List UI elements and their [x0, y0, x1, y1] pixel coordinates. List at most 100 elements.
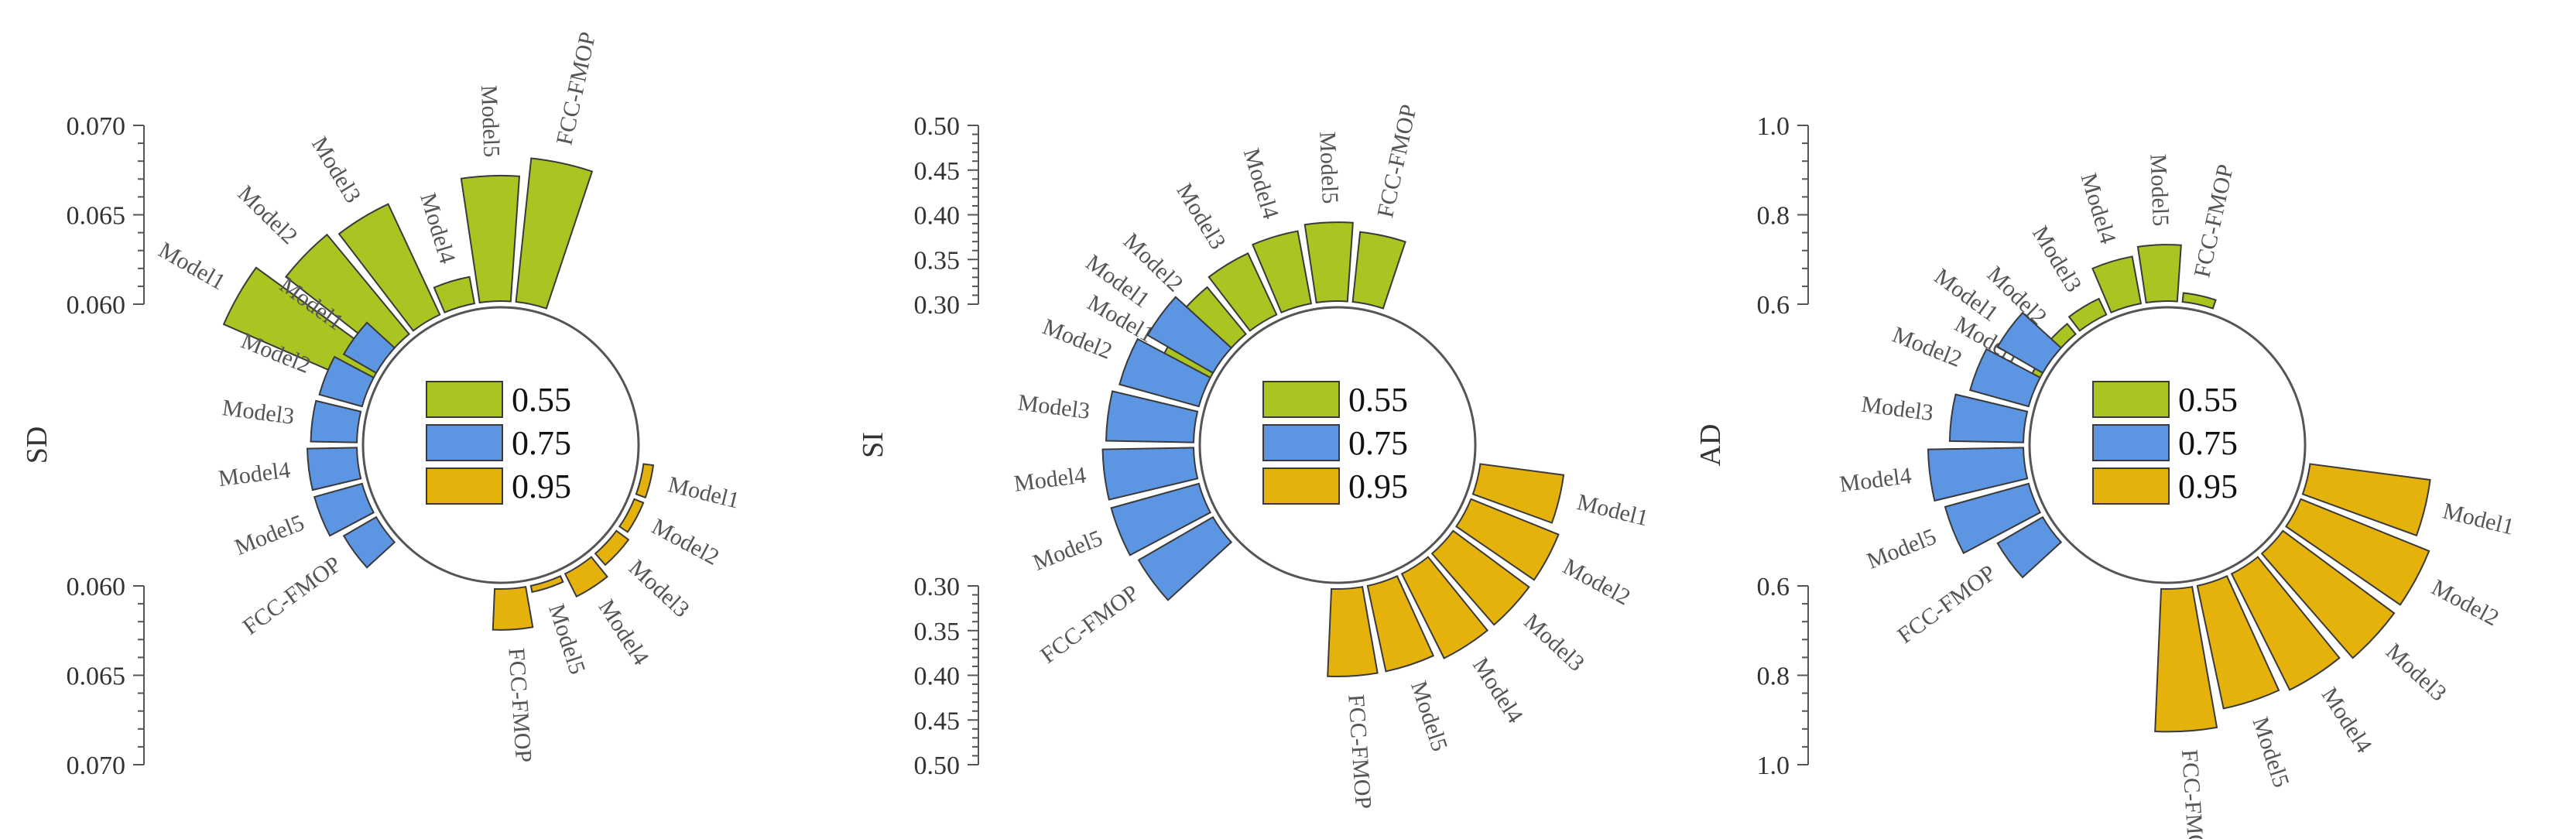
bar-0.75-fcc-fmop	[1137, 515, 1233, 601]
category-label: Model1	[666, 471, 742, 513]
category-label: Model5	[2145, 153, 2174, 227]
category-label: FCC-FMOP	[1036, 580, 1143, 668]
category-label: Model2	[1559, 553, 1635, 610]
category-label: Model3	[1016, 389, 1091, 424]
category-label: Model5	[543, 601, 591, 677]
bar-0.95-model1	[1471, 463, 1565, 524]
legend-swatch-0.55	[426, 381, 503, 418]
bar-0.75-model5	[313, 482, 375, 537]
bar-0.95-fcc-fmop	[492, 586, 534, 631]
category-label: Model3	[1171, 179, 1231, 254]
legend-label: 0.75	[2178, 424, 2238, 462]
category-label: FCC-FMOP	[1893, 560, 2000, 649]
category-label: Model4	[1238, 146, 1283, 222]
legend-swatch-0.55	[1262, 381, 1340, 418]
bar-0.55-fcc-fmop	[1351, 231, 1406, 310]
bar-0.95-model5	[529, 574, 564, 594]
category-label: Model4	[415, 190, 460, 267]
bar-0.95-fcc-fmop	[2154, 586, 2218, 733]
lower-tick-label: 0.8	[1757, 663, 1790, 691]
category-label: Model5	[476, 84, 505, 158]
legend-label: 0.95	[512, 467, 571, 505]
lower-tick-label: 0.6	[1757, 573, 1790, 601]
bar-0.95-model2	[2284, 498, 2430, 606]
bar-0.55-model1	[222, 266, 385, 389]
category-label: Model4	[2076, 170, 2121, 247]
bar-0.55-fcc-fmop	[2181, 292, 2217, 310]
category-label: FCC-FMOP	[2189, 162, 2239, 279]
category-label: Model3	[1519, 608, 1589, 676]
legend-swatch-0.95	[426, 467, 503, 505]
bar-0.75-model1	[1996, 311, 2063, 375]
legend-swatch-0.75	[1262, 424, 1340, 461]
category-label: Model5	[231, 510, 308, 560]
bar-0.95-model3	[2260, 529, 2396, 659]
bar-0.95-model5	[2196, 574, 2280, 710]
legend-swatch-0.55	[2092, 381, 2170, 418]
category-label: Model1	[2441, 498, 2516, 540]
upper-tick-label: 1.0	[1757, 112, 1790, 141]
legend-label: 0.55	[512, 381, 571, 419]
bar-0.95-model2	[1454, 498, 1560, 581]
category-label: Model5	[1863, 524, 1940, 574]
category-label: Model3	[307, 132, 366, 207]
bar-0.55-model5	[2136, 244, 2182, 304]
legend-label: 0.95	[2178, 467, 2238, 505]
upper-tick-label: 0.30	[914, 291, 961, 320]
legend-label: 0.55	[1348, 381, 1408, 419]
upper-tick-label: 0.060	[67, 291, 126, 320]
legend-label: 0.55	[2178, 381, 2238, 419]
upper-tick-label: 0.8	[1757, 202, 1790, 231]
lower-tick-label: 0.065	[67, 663, 126, 691]
category-label: Model4	[2317, 683, 2377, 757]
bar-0.95-model4	[1400, 556, 1489, 659]
bar-0.55-model3	[337, 203, 441, 332]
radial-chart-si: SI 0.50 0.45 0.40 0.35 0.30 0.30 0.35 0.40 0.45 0.…	[857, 102, 1651, 810]
upper-tick-label: 0.40	[914, 202, 961, 231]
bar-0.95-model2	[618, 498, 645, 533]
y-axis-label: AD	[1694, 424, 1727, 467]
category-label: FCC-FMOP	[1343, 693, 1376, 810]
bar-0.95-model4	[564, 556, 608, 598]
bar-0.75-model2	[1118, 337, 1212, 408]
y-axis-label: SI	[857, 432, 889, 458]
upper-tick-label: 0.070	[67, 112, 126, 141]
bar-0.75-model1	[342, 321, 396, 375]
category-label: Model2	[648, 514, 724, 570]
bar-0.95-model3	[594, 529, 630, 567]
upper-tick-label: 0.6	[1757, 291, 1790, 320]
bar-0.95-model4	[2230, 556, 2341, 691]
category-label: FCC-FMOP	[503, 647, 536, 763]
bar-0.95-fcc-fmop	[1327, 586, 1379, 678]
category-label: Model3	[1860, 392, 1935, 426]
upper-tick-label: 0.35	[914, 246, 961, 275]
legend-label: 0.75	[512, 424, 571, 462]
lower-tick-label: 0.060	[67, 573, 126, 601]
bar-0.55-model4	[1252, 230, 1313, 314]
bar-0.55-model4	[433, 276, 476, 314]
bar-0.55-fcc-fmop	[515, 157, 594, 310]
category-label: FCC-FMOP	[552, 29, 601, 147]
bar-0.75-model4	[1927, 447, 2029, 502]
legend-label: 0.95	[1348, 467, 1408, 505]
category-label: FCC-FMOP	[1372, 102, 1422, 220]
y-axis-label: SD	[21, 426, 53, 464]
category-label: FCC-FMOP	[2177, 748, 2210, 839]
bar-0.55-model3	[2067, 297, 2108, 332]
lower-tick-label: 1.0	[1757, 752, 1790, 780]
category-label: Model5	[2247, 714, 2294, 790]
lower-tick-label: 0.50	[914, 752, 961, 780]
upper-tick-label: 0.45	[914, 157, 961, 186]
bar-0.75-model4	[1101, 447, 1199, 501]
lower-tick-label: 0.30	[914, 573, 961, 601]
category-label: Model4	[1838, 463, 1913, 498]
bar-0.95-model1	[635, 463, 655, 499]
category-label: Model5	[1406, 678, 1453, 755]
category-label: Model3	[2027, 221, 2087, 296]
category-label: Model4	[1468, 653, 1528, 728]
category-label: Model5	[1314, 131, 1343, 204]
bar-0.75-model2	[1968, 348, 2042, 408]
radial-chart-sd: SD0.0700.0650.0600.0600.0650.070Model1Mo…	[21, 29, 742, 780]
category-label: Model1	[154, 237, 229, 295]
